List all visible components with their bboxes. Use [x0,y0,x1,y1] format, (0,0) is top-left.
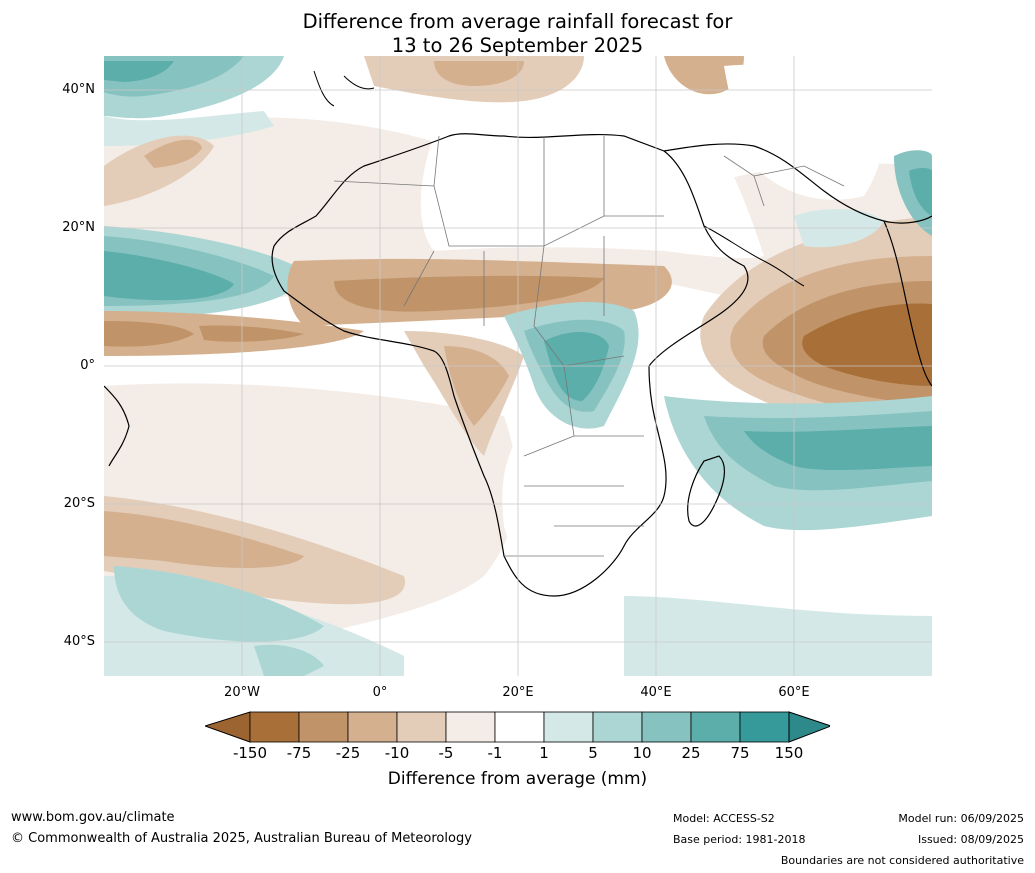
colorbar-cell [249,711,300,743]
rainfall-anomaly-map [104,56,932,676]
footer-model-run: Model run: 06/09/2025 [898,812,1024,825]
lon-label-60e: 60°E [778,685,810,700]
colorbar-tick-label: 150 [774,744,804,762]
lon-label-20e: 20°E [502,685,534,700]
colorbar-tick-label: -75 [286,744,312,762]
map-title-line1: Difference from average rainfall forecas… [302,10,733,33]
colorbar-cell [396,711,447,743]
colorbar-tick-label: -5 [438,744,454,762]
colorbar-title: Difference from average (mm) [387,769,648,789]
colorbar-tick-label: -25 [335,744,361,762]
colorbar-tick-label: -150 [232,744,268,762]
lat-label-20s: 20°S [63,496,95,511]
lon-label-0: 0° [372,685,388,700]
lon-label-20w: 20°W [224,685,260,700]
lat-label-40s: 40°S [63,634,95,649]
colorbar [205,711,830,743]
colorbar-cell [739,711,790,743]
colorbar-under-arrow [205,711,251,743]
footer-model: Model: ACCESS-S2 [673,812,775,825]
colorbar-cell [347,711,398,743]
colorbar-cell [690,711,741,743]
colorbar-tick-label: 10 [632,744,652,762]
footer-copyright: © Commonwealth of Australia 2025, Austra… [11,831,472,846]
lon-label-40e: 40°E [640,685,672,700]
colorbar-tick-label: 5 [588,744,598,762]
colorbar-tick-label: -1 [487,744,503,762]
colorbar-over-arrow [788,711,830,743]
footer-base-period: Base period: 1981-2018 [673,833,806,846]
colorbar-cell [494,711,545,743]
colorbar-tick-label: 75 [730,744,750,762]
colorbar-tick-label: -10 [384,744,410,762]
colorbar-cell [543,711,594,743]
colorbar-cell [592,711,643,743]
lat-label-0: 0° [80,358,95,373]
colorbar-cell [445,711,496,743]
lat-label-40n: 40°N [62,82,95,97]
lat-label-20n: 20°N [62,220,95,235]
map-title-line2: 13 to 26 September 2025 [391,34,644,57]
footer-disclaimer: Boundaries are not considered authoritat… [780,854,1024,867]
colorbar-tick-label: 1 [539,744,549,762]
colorbar-cell [298,711,349,743]
colorbar-cell [641,711,692,743]
footer-url[interactable]: www.bom.gov.au/climate [11,810,175,825]
footer-issued: Issued: 08/09/2025 [917,833,1024,846]
colorbar-tick-label: 25 [681,744,701,762]
